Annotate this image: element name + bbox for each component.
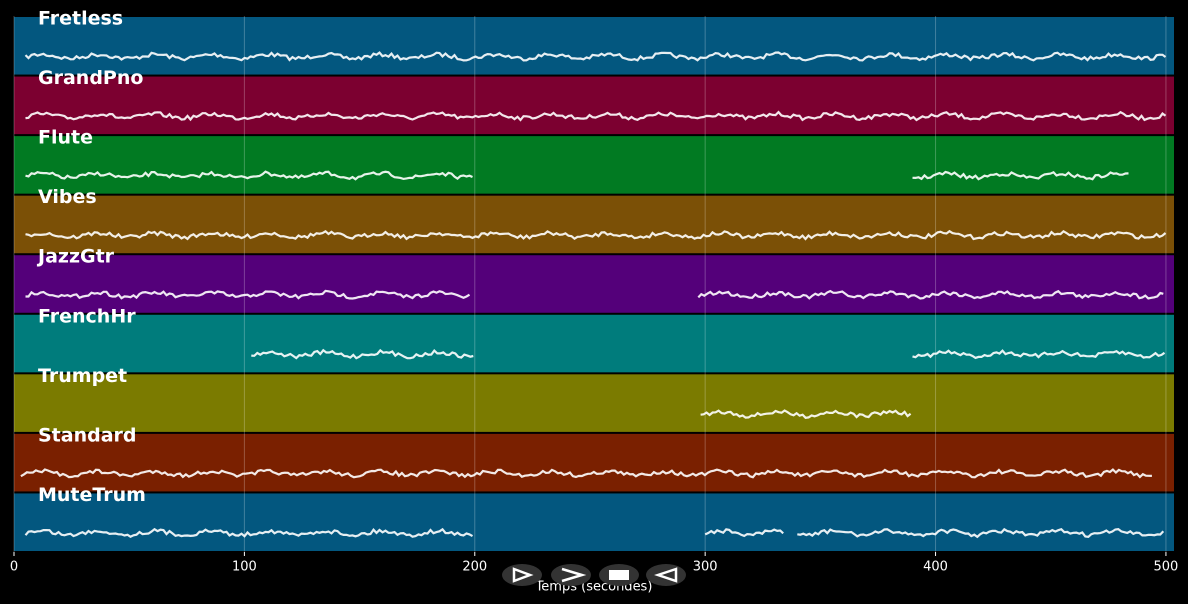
note-segment bbox=[912, 170, 1129, 181]
track-band bbox=[14, 493, 1174, 551]
track-name: Vibes bbox=[38, 186, 97, 208]
note-segment bbox=[697, 289, 1164, 300]
forward-button[interactable] bbox=[551, 564, 591, 586]
note-segment bbox=[251, 348, 474, 360]
labels: Fretless GrandPno Flute Vibes JazzGtr FrenchH… bbox=[10, 8, 1178, 575]
track-name: GrandPno bbox=[38, 67, 143, 89]
note-segment bbox=[24, 527, 474, 538]
track-name: Trumpet bbox=[38, 365, 127, 387]
track-band bbox=[14, 17, 1174, 75]
x-tick-label: 0 bbox=[10, 560, 18, 575]
back-button[interactable] bbox=[646, 564, 686, 586]
note-segment bbox=[704, 528, 784, 538]
x-tick-label: 400 bbox=[923, 560, 948, 575]
note-segment bbox=[25, 229, 1167, 241]
note-segment bbox=[912, 349, 1166, 360]
notes bbox=[20, 51, 1167, 539]
track-band bbox=[14, 374, 1174, 432]
note-segment bbox=[797, 527, 1165, 539]
note-segment bbox=[700, 409, 912, 419]
track-band bbox=[14, 314, 1174, 373]
track-name: Flute bbox=[38, 127, 93, 149]
note-segment bbox=[24, 51, 1167, 62]
x-tick-label: 200 bbox=[462, 560, 487, 575]
x-tick-label: 500 bbox=[1154, 560, 1179, 575]
x-tick-label: 100 bbox=[232, 560, 257, 575]
play-button[interactable] bbox=[502, 564, 542, 586]
track-band bbox=[14, 136, 1174, 194]
track-band bbox=[14, 76, 1174, 135]
tracks bbox=[14, 17, 1174, 551]
track-name: FrenchHr bbox=[38, 305, 136, 327]
playback-controls bbox=[502, 564, 686, 586]
track-name: Fretless bbox=[38, 8, 123, 30]
track-band bbox=[14, 433, 1174, 492]
note-segment bbox=[25, 170, 473, 181]
track-band bbox=[14, 255, 1174, 313]
track-band bbox=[14, 195, 1174, 254]
note-segment bbox=[25, 289, 471, 300]
x-tick-label: 300 bbox=[693, 560, 718, 575]
track-name: MuteTrum bbox=[38, 484, 146, 506]
note-segment bbox=[20, 468, 1152, 479]
track-name: JazzGtr bbox=[36, 246, 115, 268]
stop-button[interactable] bbox=[599, 564, 639, 586]
note-segment bbox=[25, 110, 1167, 122]
track-name: Standard bbox=[38, 424, 137, 446]
grid bbox=[13, 16, 1167, 556]
